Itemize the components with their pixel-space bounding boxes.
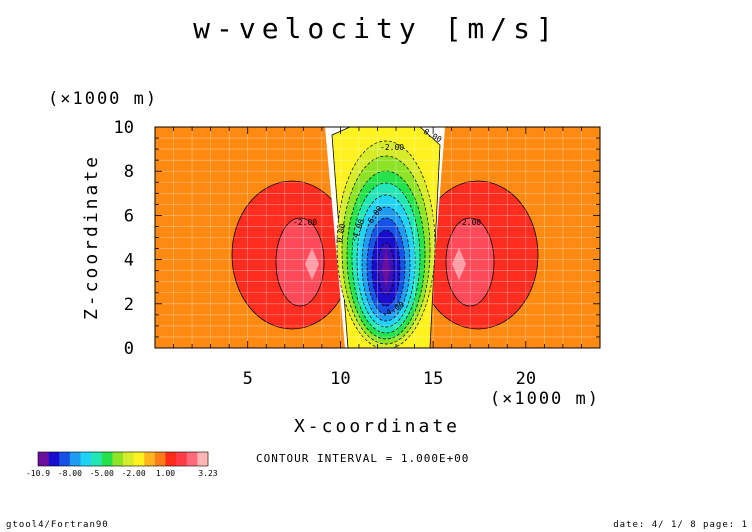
chart-title: w-velocity [m/s] [193, 12, 559, 45]
colorbar-swatch [101, 452, 113, 466]
colorbar-swatch [59, 452, 71, 466]
y-axis: 0 2 4 6 8 10 [114, 118, 600, 359]
x-tick-label: 5 [243, 369, 253, 389]
colorbar-frame [37, 451, 209, 467]
colorbar-swatch [80, 452, 92, 466]
y-tick-label: 6 [124, 206, 134, 226]
colorbar-swatch [123, 452, 134, 466]
colorbar-swatch [176, 452, 188, 466]
colorbar-swatch [197, 452, 209, 466]
y-tick-label: 2 [124, 295, 134, 315]
contour-label: -2.00 [293, 218, 317, 227]
y-tick-label: 8 [124, 162, 134, 182]
colorbar-label: -10.9 [26, 469, 50, 478]
colorbar-label: 1.00 [156, 469, 175, 478]
x-tick-label: 15 [423, 369, 443, 389]
central-downdraft [325, 127, 445, 348]
footer-right: date: 4/ 1/ 8 page: 1 [613, 520, 748, 530]
x-axis: 5 10 15 20 [173, 127, 582, 389]
colorbar-swatch [112, 452, 124, 466]
grid-lines [155, 127, 600, 348]
x-axis-unit: (×1000 m) [490, 389, 600, 409]
colorbar-label: -8.00 [58, 469, 82, 478]
downdraft-core [382, 248, 390, 290]
contour-label: 0.00 [335, 223, 347, 244]
colorbar-swatch [165, 452, 177, 466]
colorbar-swatch [154, 452, 166, 466]
y-tick-label: 0 [124, 339, 134, 359]
contour-label: -2.00 [380, 143, 404, 152]
colorbar-swatch [186, 452, 198, 466]
colorbar-swatch [133, 452, 145, 466]
colorbar [37, 451, 209, 467]
x-tick-label: 20 [516, 369, 536, 389]
y-axis-unit: (×1000 m) [48, 89, 158, 109]
colorbar-swatch [144, 452, 156, 466]
footer-left: gtool4/Fortran90 [6, 520, 109, 530]
colorbar-swatch [48, 452, 60, 466]
colorbar-label: 3.23 [198, 469, 217, 478]
colorbar-labels: -10.9 -8.00 -5.00 -2.00 1.00 3.23 [26, 469, 218, 478]
colorbar-label: -5.00 [90, 469, 114, 478]
right-lobe-core [452, 248, 466, 280]
plot-field [155, 127, 600, 348]
x-tick-label: 10 [330, 369, 350, 389]
left-lobe-core [305, 248, 319, 280]
left-lobe-inner [275, 217, 325, 307]
colorbar-label: -2.00 [122, 469, 146, 478]
colorbar-swatch [91, 452, 103, 466]
contour-label: -2.00 [457, 218, 481, 227]
x-axis-label: X-coordinate [294, 416, 460, 437]
colorbar-swatch [69, 452, 81, 466]
y-tick-label: 4 [124, 251, 134, 271]
y-tick-label: 10 [114, 118, 134, 138]
colorbar-swatch [38, 452, 49, 466]
right-lobe-inner [445, 217, 495, 307]
contour-interval-note: CONTOUR INTERVAL = 1.000E+00 [256, 452, 469, 465]
y-axis-label: Z-coordinate [81, 154, 102, 320]
